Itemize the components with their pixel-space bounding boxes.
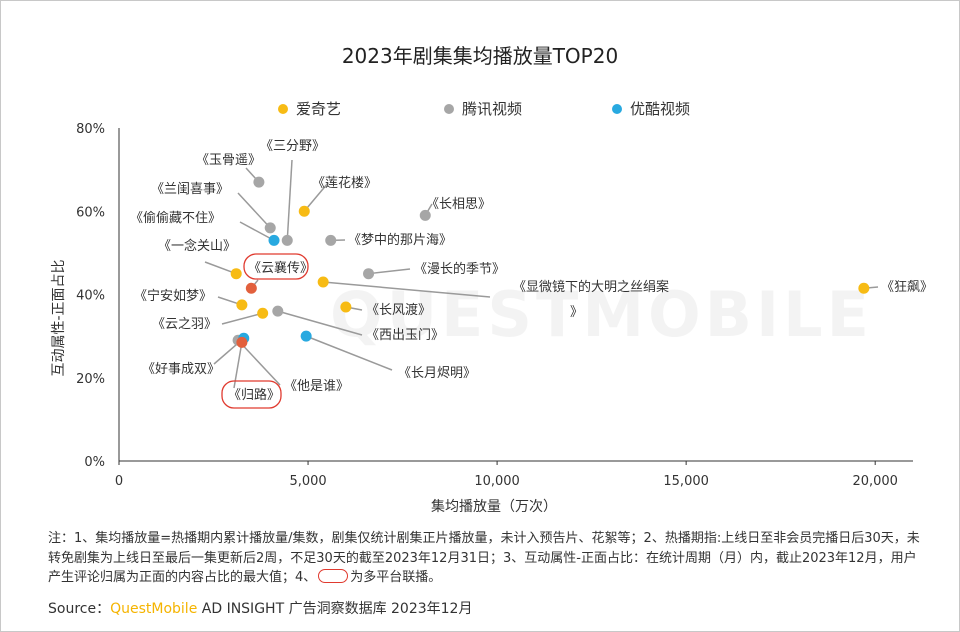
data-label: 《好事成双》 [142, 362, 220, 377]
x-axis-title: 集均播放量（万次） [431, 498, 557, 515]
source-brand: QuestMobile [110, 601, 198, 617]
label-connector-line [277, 310, 363, 336]
chart-axes: 0 5,000 10,000 15,000 20,000 0% 20% 40% 60% 80% [76, 122, 913, 489]
footnote: 注：1、集均播放量=热播期内累计播放量/集数，剧集仅统计剧集正片播放量，未计入预… [48, 529, 923, 588]
data-point [245, 282, 257, 294]
data-label: 《梦中的那片海》 [348, 232, 452, 248]
data-point [340, 301, 352, 313]
y-tick-label: 80% [76, 122, 105, 137]
label-connector-line [221, 312, 263, 325]
footnote-suffix: 为多平台联播。 [350, 570, 442, 585]
legend-dot-youku [612, 104, 622, 114]
data-label: 《云之羽》 [152, 317, 217, 332]
y-axis-title: 互动属性-正面占比 [51, 259, 67, 376]
data-point [230, 268, 242, 280]
data-point [419, 209, 431, 221]
y-tick-label: 20% [76, 372, 105, 387]
x-tick-label: 5,000 [289, 474, 326, 489]
footnote-text: 注：1、集均播放量=热播期内累计播放量/集数，剧集仅统计剧集正片播放量，未计入预… [48, 531, 920, 585]
legend-label-iqiyi: 爱奇艺 [296, 100, 342, 118]
data-point [257, 307, 269, 319]
source-rest: AD INSIGHT 广告洞察数据库 2023年12月 [197, 601, 473, 617]
label-connector-line [303, 182, 329, 212]
source-line: Source：QuestMobile AD INSIGHT 广告洞察数据库 20… [48, 598, 472, 618]
y-tick-label: 40% [76, 289, 105, 304]
legend-item-youku: 优酷视频 [612, 98, 690, 119]
data-points [230, 176, 870, 348]
multi-platform-marker-icon [318, 569, 349, 583]
data-label: 《漫长的季节》 [414, 261, 505, 277]
data-point [236, 336, 248, 348]
data-point [317, 276, 329, 288]
multi-platform-highlight-ring [243, 253, 309, 280]
x-tick-label: 15,000 [663, 474, 709, 489]
data-label: 《三分野》 [260, 139, 325, 154]
x-tick-label: 20,000 [852, 474, 898, 489]
data-label: 《长月烬明》 [398, 365, 476, 381]
y-tick-label: 60% [76, 205, 105, 220]
data-label: 《他是谁》 [284, 379, 349, 394]
label-connector-line [237, 339, 281, 386]
data-point [325, 234, 337, 246]
data-label: 《莲花楼》 [312, 175, 377, 191]
legend-label-tencent: 腾讯视频 [462, 100, 523, 118]
data-label: 《玉骨遥》 [196, 153, 261, 168]
label-connector-line [286, 159, 293, 241]
label-connector-line [204, 261, 237, 275]
data-label: 《狂飙》 [881, 279, 933, 295]
data-point [858, 282, 870, 294]
legend-item-iqiyi: 爱奇艺 [278, 98, 341, 119]
source-prefix: Source： [48, 601, 111, 617]
data-point [264, 222, 276, 234]
label-connector-line [239, 221, 275, 242]
data-point [272, 305, 284, 317]
data-point [236, 299, 248, 311]
data-label: 《宁安如梦》 [134, 288, 212, 304]
label-connector-line [305, 335, 393, 371]
data-point [300, 330, 312, 342]
data-label: 《长相思》 [426, 197, 491, 212]
data-point [363, 268, 375, 280]
label-connector-line [368, 268, 411, 275]
y-tick-label: 0% [84, 455, 105, 470]
data-point [253, 176, 265, 188]
data-point [281, 234, 293, 246]
legend-dot-tencent [444, 104, 454, 114]
data-label: 《偷偷藏不住》 [130, 211, 221, 226]
label-connector-line [323, 281, 491, 298]
data-label: 《西出玉门》 [366, 328, 444, 343]
chart-title: 2023年剧集集均播放量TOP20 [341, 44, 619, 68]
legend-dot-iqiyi [278, 104, 288, 114]
data-label: 《归路》 [228, 387, 280, 403]
multi-platform-highlight-ring [221, 380, 282, 409]
label-connector-line [237, 192, 271, 229]
legend-label-youku: 优酷视频 [630, 100, 691, 118]
data-point [298, 205, 310, 217]
data-label: 《兰闺喜事》 [151, 182, 229, 197]
data-label: 《长风渡》 [366, 302, 431, 318]
legend-item-tencent: 腾讯视频 [444, 98, 522, 119]
data-label: 《显微镜下的大明之丝绢案 [513, 279, 669, 295]
x-tick-label: 0 [115, 474, 123, 489]
data-point [268, 234, 280, 246]
data-labels: 《莲花楼》《一念关山》《宁安如梦》《云之羽》 《显微镜下的大明之丝绢案》 《长风渡》… [130, 139, 933, 409]
data-label: 《一念关山》 [158, 238, 236, 254]
x-tick-label: 10,000 [474, 474, 520, 489]
data-label: 《云襄传》 [248, 260, 313, 276]
data-label-wrap: 》 [570, 305, 583, 320]
